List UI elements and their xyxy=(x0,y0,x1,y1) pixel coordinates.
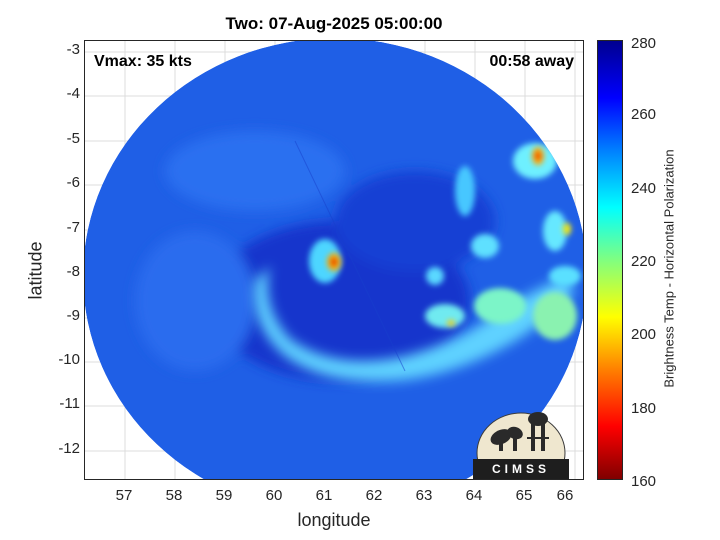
y-tick-label: -10 xyxy=(58,351,80,368)
colorbar-label: Brightness Temp - Horizontal Polarizatio… xyxy=(661,149,677,388)
y-tick-label: -8 xyxy=(66,263,80,280)
cimss-logo-icon xyxy=(473,412,569,479)
x-tick-label: 60 xyxy=(265,487,283,504)
colorbar-tick-label: 200 xyxy=(631,326,657,343)
time-away-label: 00:58 away xyxy=(489,53,574,70)
colorbar-tick-label: 180 xyxy=(631,400,657,417)
colorbar-tick-label: 220 xyxy=(631,253,657,270)
colorbar-tick-label: 160 xyxy=(631,473,657,490)
x-tick-label: 62 xyxy=(365,487,383,504)
x-tick-label: 61 xyxy=(315,487,333,504)
y-tick-label: -6 xyxy=(66,174,80,191)
x-tick-label: 66 xyxy=(556,487,574,504)
x-tick-label: 58 xyxy=(165,487,183,504)
colorbar-tick-label: 260 xyxy=(631,106,657,123)
y-tick-label: -3 xyxy=(66,41,80,58)
map-plot-area: Vmax: 35 kts 00:58 away CIMSS xyxy=(84,40,584,480)
x-tick-label: 64 xyxy=(465,487,483,504)
y-tick-label: -7 xyxy=(66,219,80,236)
x-tick-label: 57 xyxy=(115,487,133,504)
y-tick-label: -9 xyxy=(66,307,80,324)
colorbar xyxy=(597,40,623,480)
vmax-label: Vmax: 35 kts xyxy=(94,53,192,70)
y-axis-label: latitude xyxy=(25,241,46,300)
cimss-logo-text: CIMSS xyxy=(491,462,550,476)
brightness-temp-map xyxy=(85,41,583,479)
microwave-swath xyxy=(85,41,583,479)
y-tick-label: -4 xyxy=(66,85,80,102)
colorbar-tick-label: 280 xyxy=(631,35,657,52)
x-tick-label: 63 xyxy=(415,487,433,504)
x-axis-label: longitude xyxy=(297,510,371,530)
y-tick-label: -5 xyxy=(66,130,80,147)
y-tick-label: -12 xyxy=(58,440,80,457)
cimss-logo: CIMSS xyxy=(471,407,571,479)
colorbar-tick-label: 240 xyxy=(631,180,657,197)
x-tick-label: 65 xyxy=(515,487,533,504)
plot-title: Two: 07-Aug-2025 05:00:00 xyxy=(225,14,443,33)
x-tick-label: 59 xyxy=(215,487,233,504)
y-tick-label: -11 xyxy=(59,395,80,412)
